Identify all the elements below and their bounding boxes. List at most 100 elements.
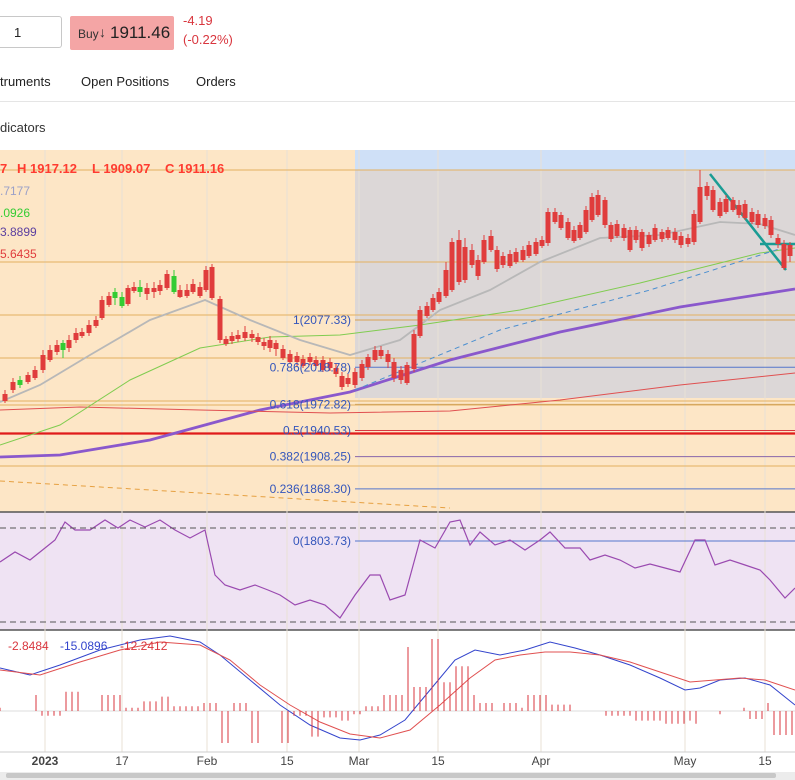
macd-value: -2.8484	[8, 639, 49, 653]
candle-body	[533, 242, 539, 254]
candle-body	[545, 212, 551, 243]
buy-price: 1911.46	[110, 23, 171, 42]
candle-body	[229, 336, 235, 341]
candle-body	[697, 187, 703, 222]
candle-body	[171, 276, 177, 292]
candle-body	[621, 228, 627, 238]
candle	[710, 186, 716, 212]
candle-body	[66, 340, 72, 348]
candle-body	[209, 267, 215, 298]
candle-body	[40, 355, 46, 370]
fib-label: 1(2077.33)	[293, 313, 351, 327]
candle	[533, 238, 539, 256]
ma-gray	[0, 221, 795, 403]
candle	[333, 364, 339, 377]
x-axis-label: 15	[280, 754, 294, 768]
candle	[144, 283, 150, 300]
down-arrow-icon: ↓	[99, 24, 106, 40]
candle-body	[488, 236, 494, 250]
tab-orders[interactable]: Orders	[196, 74, 236, 89]
candle	[704, 182, 710, 200]
price-chart[interactable]: 1(2077.33) 0.786(2018.78) 0.618(1972.82) 0.…	[0, 150, 795, 780]
candle	[513, 248, 519, 264]
candle-body	[47, 350, 53, 360]
candle	[184, 284, 190, 298]
candle	[177, 285, 183, 298]
x-axis-label: Mar	[349, 754, 370, 768]
candle-body	[345, 378, 351, 384]
candle	[66, 335, 72, 352]
candle	[365, 354, 371, 370]
candle-body	[571, 230, 577, 241]
candle	[47, 345, 53, 362]
candle	[781, 240, 787, 270]
macd-value: -12.2412	[120, 639, 168, 653]
candle	[775, 234, 781, 248]
candle-body	[372, 350, 378, 360]
candle	[273, 340, 279, 356]
candle-body	[359, 364, 365, 378]
ma-value-4: 5.6435	[0, 247, 37, 261]
fib-label: 0.786(2018.78)	[270, 360, 351, 374]
candle-body	[583, 210, 589, 232]
candle	[235, 330, 241, 342]
candle-body	[526, 245, 532, 256]
candle	[539, 236, 545, 248]
candle	[313, 356, 319, 368]
candle-body	[723, 199, 729, 212]
candle	[595, 190, 601, 217]
quantity-input[interactable]: 1	[0, 16, 62, 48]
candle-body	[17, 380, 23, 385]
candle	[608, 222, 614, 242]
candle-body	[411, 334, 417, 369]
candle	[665, 227, 671, 240]
candle-body	[385, 354, 391, 362]
ma-value-1: .7177	[0, 184, 31, 198]
candle	[190, 279, 196, 294]
candle-body	[602, 200, 608, 225]
candle	[86, 320, 92, 336]
fib-label: 0.236(1868.30)	[270, 482, 351, 496]
candle-body	[704, 186, 710, 196]
candle	[411, 330, 417, 372]
candle	[99, 296, 105, 320]
candle-body	[365, 357, 371, 367]
candle	[526, 241, 532, 258]
candle	[217, 296, 223, 343]
candle-body	[595, 195, 601, 215]
candle-body	[500, 256, 506, 265]
candle	[164, 270, 170, 290]
candle	[481, 235, 487, 264]
candle-body	[424, 306, 430, 316]
buy-button[interactable]: Buy ↓ 1911.46	[70, 16, 174, 50]
candle-body	[273, 343, 279, 349]
candle-body	[762, 218, 768, 226]
candle-body	[93, 320, 99, 326]
candle	[385, 350, 391, 368]
candle-body	[577, 225, 583, 238]
trendline-teal	[709, 173, 787, 271]
candle	[294, 352, 300, 366]
candle	[577, 222, 583, 240]
tab-instruments[interactable]: truments	[0, 74, 51, 89]
candle-body	[736, 205, 742, 215]
candle	[287, 350, 293, 364]
candle-body	[539, 240, 545, 246]
buy-label: Buy	[78, 27, 99, 41]
candle-body	[25, 375, 31, 382]
candle	[10, 378, 16, 393]
candle	[571, 226, 577, 243]
candle-body	[125, 288, 131, 304]
candle	[307, 353, 313, 365]
candles	[2, 170, 793, 403]
tab-open-positions[interactable]: Open Positions	[81, 74, 170, 89]
candle	[261, 338, 267, 350]
candle	[137, 280, 143, 297]
ohlc-open: 7	[0, 161, 8, 176]
ohlc-close: C 1911.16	[165, 161, 225, 176]
candle	[372, 346, 378, 362]
indicators-button[interactable]: dicators	[0, 120, 46, 135]
candle	[25, 372, 31, 384]
candle-body	[565, 222, 571, 238]
candle	[267, 336, 273, 352]
